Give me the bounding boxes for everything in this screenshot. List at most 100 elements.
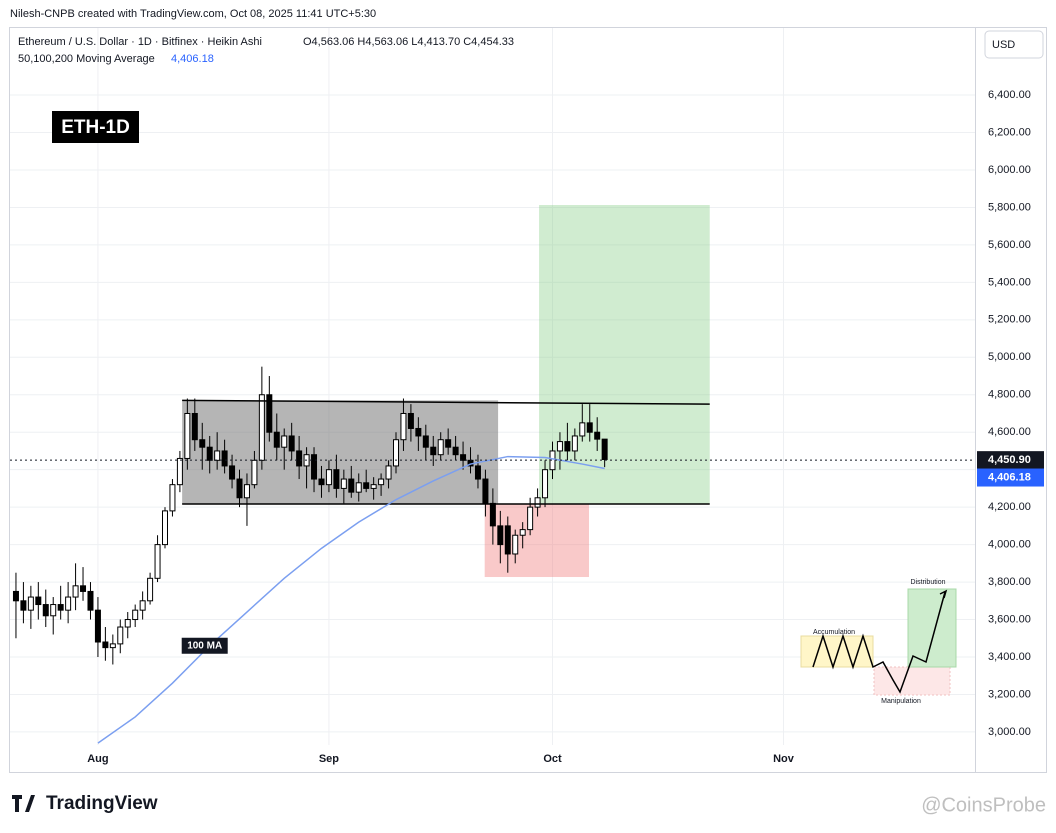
inset-diagram: Accumulation Manipulation Distribution bbox=[800, 579, 957, 705]
pane-border bbox=[9, 27, 1047, 773]
x-tick-label: Oct bbox=[543, 753, 562, 765]
inset-label: Manipulation bbox=[881, 698, 921, 705]
candle-body bbox=[385, 465, 392, 480]
y-tick-label: 3,600.00 bbox=[988, 613, 1031, 625]
candle-body bbox=[102, 641, 109, 649]
x-tick-label: Sep bbox=[319, 753, 339, 765]
zone bbox=[182, 400, 499, 504]
x-tick-label: Nov bbox=[773, 753, 795, 765]
candle-body bbox=[318, 478, 325, 486]
overlay: 100 MA bbox=[10, 399, 975, 744]
candle-body bbox=[564, 441, 571, 452]
candle-body bbox=[489, 502, 496, 527]
currency-button[interactable] bbox=[984, 30, 1044, 59]
candle-body bbox=[176, 457, 183, 486]
candle-body bbox=[407, 412, 414, 429]
y-tick-label: 3,400.00 bbox=[988, 651, 1031, 663]
candle-body bbox=[147, 577, 154, 602]
candle-body bbox=[57, 604, 64, 611]
candle-body bbox=[281, 435, 288, 448]
manipulation-box bbox=[873, 666, 951, 696]
candle-body bbox=[42, 604, 49, 617]
ma-tag-label: 4,406.18 bbox=[988, 471, 1031, 483]
trend-line bbox=[182, 399, 710, 405]
y-tick-label: 4,000.00 bbox=[988, 539, 1031, 551]
ma-label-box bbox=[181, 637, 228, 654]
distribution-box bbox=[907, 588, 957, 668]
candle-body bbox=[400, 412, 407, 441]
candle-body bbox=[161, 510, 168, 546]
price-tag bbox=[977, 451, 1044, 470]
inset-label: Accumulation bbox=[813, 629, 855, 636]
candle-body bbox=[370, 484, 377, 489]
candle-body bbox=[325, 469, 332, 486]
candle-body bbox=[191, 412, 198, 441]
candle-body bbox=[527, 506, 534, 531]
credit: Nilesh-CNPB created with TradingView.com… bbox=[10, 8, 376, 20]
candle-body bbox=[594, 431, 601, 440]
candle-body bbox=[601, 438, 608, 461]
candle-body bbox=[296, 450, 303, 467]
candle-body bbox=[512, 534, 519, 555]
badge-box bbox=[52, 111, 139, 143]
y-tick-label: 6,000.00 bbox=[988, 164, 1031, 176]
badge: ETH-1D bbox=[61, 117, 130, 138]
chart-title: Ethereum / U.S. Dollar · 1D · Bitfinex ·… bbox=[18, 36, 262, 48]
candle-body bbox=[243, 484, 250, 499]
candle-body bbox=[221, 450, 228, 467]
currency[interactable]: USD bbox=[992, 39, 1015, 51]
candle-body bbox=[184, 412, 191, 459]
candle-body bbox=[288, 435, 295, 452]
y-tick-label: 3,000.00 bbox=[988, 726, 1031, 738]
candle-body bbox=[206, 446, 213, 461]
candle-body bbox=[132, 609, 139, 621]
y-tick-label: 4,800.00 bbox=[988, 389, 1031, 401]
candle-body bbox=[311, 454, 318, 480]
candle-body bbox=[258, 394, 265, 461]
logo-icon bbox=[12, 795, 35, 812]
candle-body bbox=[251, 459, 258, 486]
candle-body bbox=[452, 446, 459, 456]
moving-average bbox=[97, 455, 605, 744]
candle-body bbox=[72, 585, 79, 598]
candle-body bbox=[482, 478, 489, 504]
inset-arrow bbox=[939, 589, 948, 599]
candle-body bbox=[154, 544, 161, 579]
candle-body bbox=[445, 439, 452, 448]
candle-body bbox=[236, 478, 243, 499]
indicator-value: 4,406.18 bbox=[171, 53, 214, 65]
candle-body bbox=[80, 585, 87, 592]
logo: TradingView bbox=[12, 793, 158, 814]
candle-body bbox=[579, 422, 586, 437]
candle-body bbox=[20, 600, 27, 611]
candle-body bbox=[65, 596, 72, 611]
y-tick-label: 5,000.00 bbox=[988, 351, 1031, 363]
logo-text: TradingView bbox=[46, 793, 158, 814]
y-tick-label: 5,800.00 bbox=[988, 201, 1031, 213]
x-tick-label: Aug bbox=[87, 753, 108, 765]
candle-body bbox=[214, 450, 221, 461]
candle-body bbox=[549, 450, 556, 471]
candle-body bbox=[497, 525, 504, 546]
y-tick-label: 4,200.00 bbox=[988, 501, 1031, 513]
candle-body bbox=[348, 478, 355, 493]
y-tick-label: 5,600.00 bbox=[988, 239, 1031, 251]
candle-body bbox=[117, 626, 124, 645]
candle-body bbox=[586, 422, 593, 433]
candle-body bbox=[333, 469, 340, 489]
candle-body bbox=[169, 484, 176, 512]
y-tick-label: 3,200.00 bbox=[988, 688, 1031, 700]
zone bbox=[539, 205, 710, 504]
y-tick-label: 6,200.00 bbox=[988, 126, 1031, 138]
candle-body bbox=[437, 439, 444, 456]
ma-tag bbox=[977, 468, 1044, 487]
candle-body bbox=[393, 439, 399, 467]
candle-body bbox=[556, 441, 563, 452]
candle-body bbox=[35, 596, 42, 606]
indicator-label: 50,100,200 Moving Average bbox=[18, 53, 155, 65]
candle-body bbox=[87, 590, 94, 611]
candle-body bbox=[378, 478, 385, 486]
candle-body bbox=[460, 454, 467, 461]
candle-body bbox=[94, 609, 101, 643]
candle-body bbox=[422, 435, 429, 448]
